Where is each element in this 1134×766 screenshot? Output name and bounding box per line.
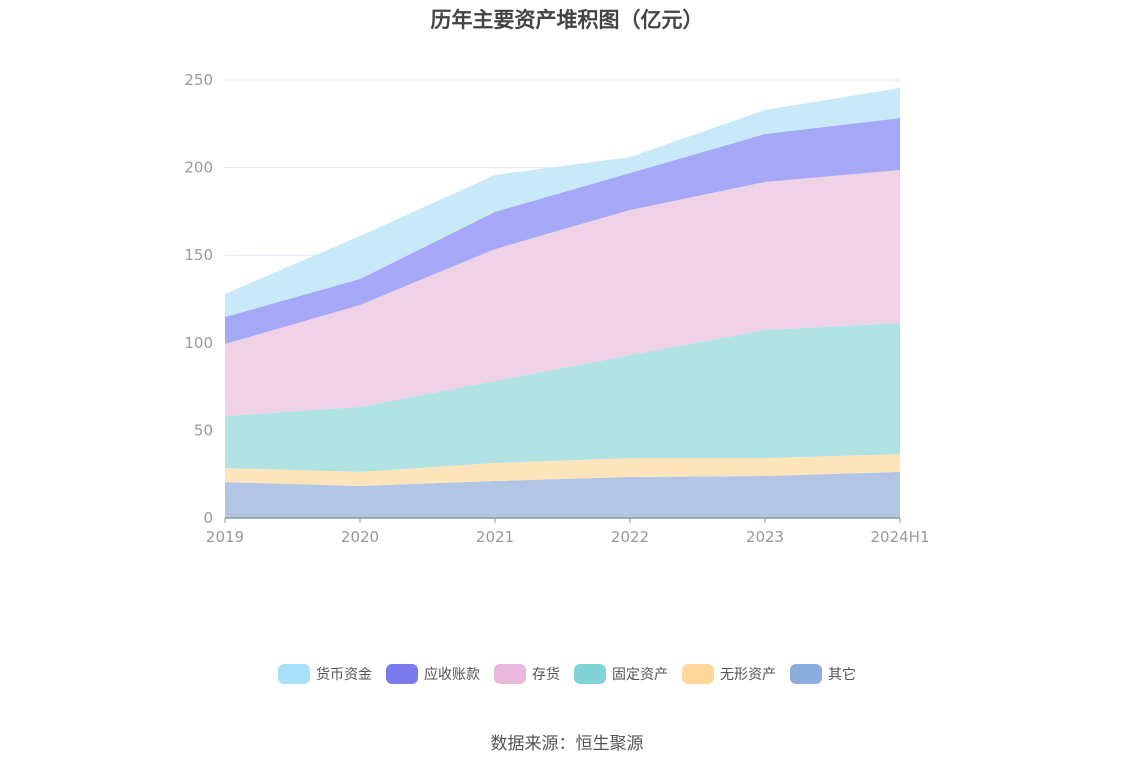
legend-swatch: [278, 664, 310, 684]
stacked-area-chart: 0 50 100 150 200 250 2019 2020 2021 2022 2023 2024H…: [184, 71, 930, 546]
area-2: [225, 323, 900, 472]
y-tick-label: 50: [194, 421, 213, 439]
legend-label: 货币资金: [316, 667, 372, 683]
data-point: [494, 174, 496, 176]
legend-item[interactable]: 存货: [494, 664, 560, 684]
x-tick-label: 2024H1: [871, 528, 930, 546]
legend-item[interactable]: 货币资金: [278, 664, 372, 684]
legend-label: 存货: [532, 667, 560, 683]
x-tick-label: 2019: [206, 528, 244, 546]
data-point: [764, 109, 766, 111]
legend-label: 其它: [828, 667, 856, 683]
legend-swatch: [386, 664, 418, 684]
legend-swatch: [574, 664, 606, 684]
y-tick-label: 0: [203, 509, 213, 527]
area-1: [225, 454, 900, 486]
y-tick-label: 150: [184, 246, 213, 264]
data-point: [359, 235, 361, 237]
data-point: [224, 293, 226, 295]
y-tick-label: 100: [184, 334, 213, 352]
data-point: [629, 156, 631, 158]
area-3: [225, 170, 900, 417]
legend-label: 应收账款: [424, 667, 480, 683]
chart-title: 历年主要资产堆积图（亿元）: [430, 8, 704, 32]
x-tick-label: 2022: [611, 528, 649, 546]
legend-swatch: [790, 664, 822, 684]
legend-item[interactable]: 应收账款: [386, 664, 480, 684]
legend-label: 无形资产: [720, 667, 776, 683]
legend-item[interactable]: 其它: [790, 664, 856, 684]
y-tick-label: 250: [184, 71, 213, 89]
x-tick-label: 2023: [746, 528, 784, 546]
legend-swatch: [494, 664, 526, 684]
area-0: [225, 471, 900, 518]
legend-label: 固定资产: [612, 667, 668, 683]
legend-item[interactable]: 无形资产: [682, 664, 776, 684]
legend: 货币资金 应收账款 存货 固定资产 无形资产 其它: [0, 664, 1134, 684]
source-note: 数据来源：恒生聚源: [490, 734, 644, 754]
x-tick-label: 2021: [476, 528, 514, 546]
area-5: [225, 88, 900, 318]
area-4: [225, 118, 900, 345]
data-point: [899, 87, 901, 89]
x-tick-label: 2020: [341, 528, 379, 546]
y-tick-label: 200: [184, 159, 213, 177]
legend-item[interactable]: 固定资产: [574, 664, 668, 684]
legend-swatch: [682, 664, 714, 684]
